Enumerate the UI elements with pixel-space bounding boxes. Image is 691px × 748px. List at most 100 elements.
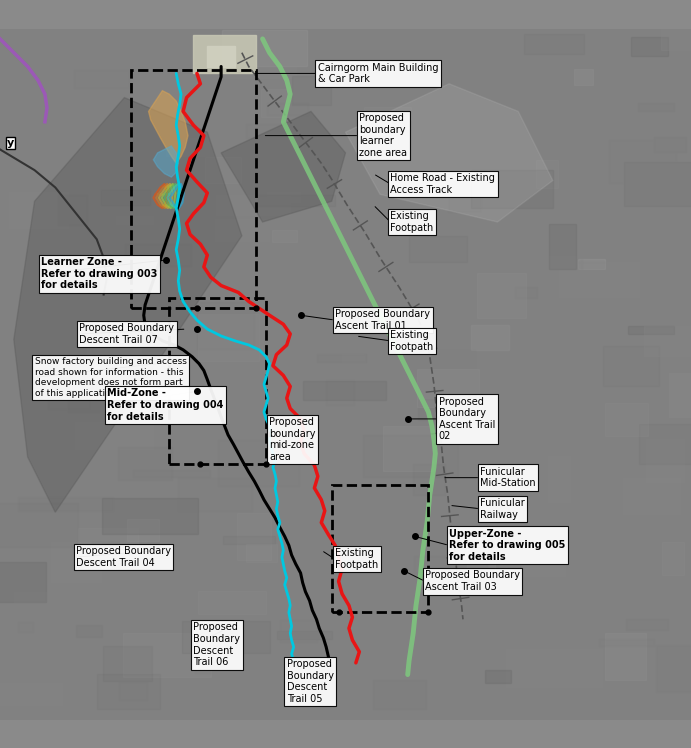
Text: Proposed
Boundary
Ascent Trail
02: Proposed Boundary Ascent Trail 02 xyxy=(439,396,495,441)
Bar xyxy=(605,402,647,436)
Bar xyxy=(316,355,366,362)
Bar xyxy=(17,497,113,512)
Bar xyxy=(0,562,46,602)
Bar xyxy=(500,565,565,576)
Bar xyxy=(477,273,526,319)
Bar xyxy=(646,439,683,482)
Bar xyxy=(178,478,252,512)
Text: Funicular
Railway: Funicular Railway xyxy=(480,498,525,520)
Bar xyxy=(599,639,654,646)
Bar xyxy=(578,260,605,269)
Bar xyxy=(78,528,138,565)
Bar xyxy=(92,542,120,557)
Bar xyxy=(662,542,683,575)
Bar xyxy=(196,638,249,673)
Bar xyxy=(502,256,583,300)
Bar xyxy=(133,470,209,477)
Text: Snow factory building and access
road shown for information - this
development d: Snow factory building and access road sh… xyxy=(35,358,187,397)
Bar xyxy=(246,545,276,562)
Bar xyxy=(222,46,296,79)
Bar xyxy=(408,75,492,100)
Bar xyxy=(223,536,275,544)
Bar xyxy=(126,245,191,266)
Bar xyxy=(536,160,558,188)
Bar xyxy=(413,464,444,495)
Bar xyxy=(605,634,646,680)
Bar xyxy=(103,646,152,681)
Bar xyxy=(149,352,189,398)
Bar xyxy=(231,681,318,688)
Bar xyxy=(661,11,691,50)
Bar xyxy=(271,331,363,354)
Bar xyxy=(574,69,593,85)
Bar xyxy=(656,645,691,692)
Bar xyxy=(414,557,487,573)
Bar xyxy=(116,216,153,224)
Bar xyxy=(549,456,570,501)
Text: Cairngorm Main Building
& Car Park: Cairngorm Main Building & Car Park xyxy=(318,63,438,85)
Text: y: y xyxy=(7,138,14,148)
Text: Learner Zone -
Refer to drawing 003
for details: Learner Zone - Refer to drawing 003 for … xyxy=(41,257,158,290)
Bar xyxy=(119,682,146,700)
Bar xyxy=(48,396,90,408)
Bar xyxy=(325,380,354,405)
Bar xyxy=(166,138,209,156)
Bar xyxy=(631,37,668,57)
Bar xyxy=(53,343,140,380)
Bar xyxy=(628,326,674,334)
Bar xyxy=(215,219,269,242)
Bar xyxy=(373,680,426,709)
Text: Upper-Zone -
Refer to drawing 005
for details: Upper-Zone - Refer to drawing 005 for de… xyxy=(449,529,565,562)
Bar xyxy=(9,192,68,228)
Bar xyxy=(258,195,334,206)
Bar xyxy=(471,325,509,349)
Text: Proposed Boundary
Descent Trail 04: Proposed Boundary Descent Trail 04 xyxy=(76,546,171,568)
Bar xyxy=(193,35,256,73)
Bar xyxy=(409,236,467,262)
Bar xyxy=(471,171,553,208)
Bar xyxy=(182,621,270,652)
Bar xyxy=(131,70,256,308)
Bar xyxy=(669,373,691,417)
Bar xyxy=(0,294,53,303)
Bar xyxy=(549,224,576,269)
Bar xyxy=(383,426,433,470)
Bar xyxy=(237,512,271,560)
Bar xyxy=(644,325,691,356)
Bar xyxy=(216,195,290,215)
Bar xyxy=(417,370,480,407)
Bar xyxy=(342,339,365,364)
Bar xyxy=(559,263,639,297)
Bar xyxy=(267,192,300,203)
Bar xyxy=(209,249,256,284)
Bar xyxy=(267,103,308,115)
Bar xyxy=(321,218,364,263)
Bar xyxy=(415,700,430,729)
Bar xyxy=(417,399,455,420)
Bar xyxy=(0,683,62,705)
Text: Proposed
boundary
learner
zone area: Proposed boundary learner zone area xyxy=(359,113,407,158)
Bar xyxy=(276,631,332,640)
Bar xyxy=(466,538,495,586)
Polygon shape xyxy=(221,111,346,222)
Bar xyxy=(197,302,254,349)
Bar xyxy=(51,542,101,583)
Bar xyxy=(438,421,524,450)
Text: Proposed Boundary
Ascent Trail 03: Proposed Boundary Ascent Trail 03 xyxy=(425,571,520,592)
Text: Proposed Boundary
Ascent Trail 01: Proposed Boundary Ascent Trail 01 xyxy=(335,310,430,331)
Text: Funicular
Mid-Station: Funicular Mid-Station xyxy=(480,467,536,488)
Bar xyxy=(624,162,691,206)
Bar xyxy=(198,313,259,361)
Bar xyxy=(515,287,538,298)
Text: Proposed
boundary
mid-zone
area: Proposed boundary mid-zone area xyxy=(269,417,316,462)
Text: Proposed Boundary
Descent Trail 07: Proposed Boundary Descent Trail 07 xyxy=(79,323,174,345)
Bar xyxy=(407,350,475,375)
Bar xyxy=(205,158,241,183)
Bar xyxy=(117,447,171,479)
Bar xyxy=(303,381,386,400)
Bar xyxy=(127,519,159,542)
Bar xyxy=(524,34,584,54)
Text: Existing
Footpath: Existing Footpath xyxy=(390,330,434,352)
Text: Existing
Footpath: Existing Footpath xyxy=(335,548,379,570)
Polygon shape xyxy=(346,84,553,222)
